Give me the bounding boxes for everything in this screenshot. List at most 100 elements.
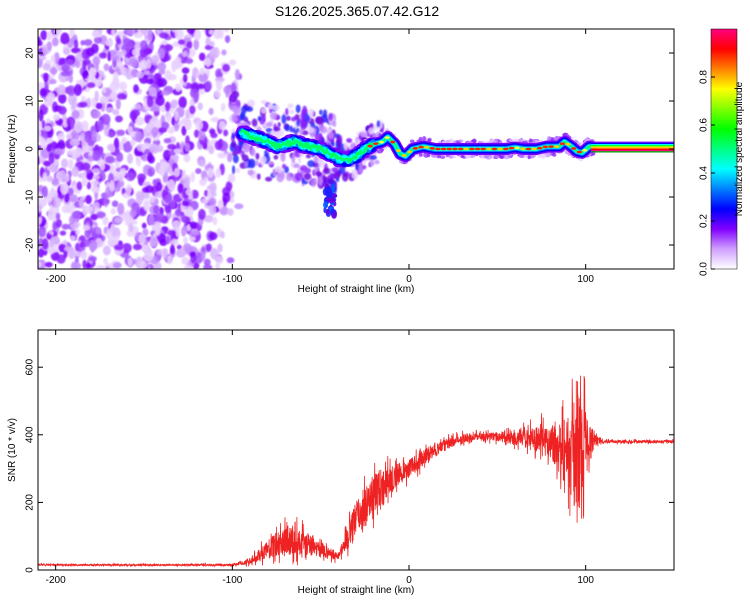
spectrogram-cell [133,32,144,39]
spectrogram-cell [71,98,77,111]
spectrogram-cell [92,174,101,180]
snr-x-axis: -200 -100 0 100 [46,330,594,586]
spectrogram-cell [200,197,210,204]
spectrogram-cell [229,190,235,199]
spectrogram-cell [294,114,300,121]
spectrogram-cell [182,51,188,58]
spectrogram-cell [46,31,52,41]
spectrogram-cell [173,167,181,178]
spectrogram-peak [582,148,588,152]
spectrogram-cell [337,143,342,152]
spectrogram-cell [219,231,225,239]
spectrogram-cell [186,223,191,232]
spectrogram-peak [514,146,520,150]
spectrogram-cell [48,152,55,165]
spectrogram-cell [291,127,300,134]
spectrogram-cell [148,214,155,226]
spectrogram-cell [69,138,80,147]
spectrogram-cell [326,208,330,215]
spectrogram-cell [147,29,153,42]
spectrogram-cell [38,191,43,201]
spectrogram-cell [143,192,150,200]
spectrogram-cell [117,93,127,100]
spectrogram-cell [61,176,71,183]
spectrogram-peak [537,146,543,150]
spectrogram-tail-band [590,141,674,143]
spectrogram-cell [143,69,150,76]
spectrogram-cell [81,120,89,132]
spectrogram-cell [273,154,279,160]
spectrogram-cell [118,81,128,91]
spectrogram-x-tick-label: 0 [406,274,412,285]
spectrogram-cell [195,168,202,175]
spectrogram-peak [508,146,515,150]
spectrogram-peak [378,140,385,144]
spectrogram-cell [38,36,41,45]
spectrogram-cell [95,227,102,235]
spectrogram-peak [503,147,509,151]
spectrogram-cell [269,112,278,120]
spectrogram-cell [155,95,165,107]
spectrogram-cell [183,236,188,245]
spectrogram-cell [222,63,231,72]
spectrogram-peak [384,136,390,140]
spectrogram-cell [234,203,244,210]
spectrogram-cell [250,147,256,157]
spectrogram-cell [73,84,82,96]
spectrogram-cell [172,41,180,48]
spectrogram-x-axis: -200 -100 0 100 [46,29,594,285]
spectrogram-cell [101,113,111,126]
spectrogram-cell [90,179,100,186]
spectrogram-cell [189,99,195,107]
spectrogram-tail-band [590,146,674,148]
spectrogram-peak [542,145,548,149]
spectrogram-cell [183,153,191,163]
spectrogram-cell [215,168,222,178]
spectrogram-cell [154,191,165,198]
spectrogram-cell [300,165,308,171]
spectrogram-peak [435,147,441,151]
spectrogram-cell [190,221,197,229]
spectrogram-peak [424,145,430,149]
colorbar-ticks: 0.0 0.2 0.4 0.6 0.8 [699,70,715,276]
spectrogram-cell [71,110,80,119]
spectrogram-cell [135,155,140,163]
spectrogram-cell [105,266,110,269]
snr-x-tick-label: -100 [222,575,242,586]
spectrogram-cell [48,164,58,173]
spectrogram-cell [418,136,423,142]
spectrogram-cell [332,167,339,173]
spectrogram-cell [117,60,124,70]
spectrogram-cell [102,216,109,226]
spectrogram-cell [41,120,46,130]
spectrogram-cell [229,197,235,204]
spectrogram-y-tick-label: 10 [25,95,36,107]
spectrogram-cell [120,66,128,74]
spectrogram-cell [116,181,122,192]
spectrogram-cell [71,165,79,177]
spectrogram-cell [86,82,96,89]
spectrogram-cell [323,207,327,214]
spectrogram-cell [40,137,47,150]
spectrogram-cell [68,74,73,84]
spectrogram-peak [559,142,565,146]
spectrogram-cell [342,172,349,182]
spectrogram-cell [307,160,316,168]
spectrogram-peak [469,147,475,151]
spectrogram-cell [358,163,363,174]
spectrogram-cell [231,165,236,175]
spectrogram-cell [199,67,206,76]
spectrogram-cell [115,98,121,110]
snr-x-label: Height of straight line (km) [298,585,415,596]
spectrogram-cell [164,205,172,214]
spectrogram-cell [74,147,84,154]
spectrogram-cell [105,156,115,164]
spectrogram-cell [176,244,182,250]
spectrogram-peak [441,147,447,151]
spectrogram-cell [223,29,229,33]
spectrogram-cell [83,39,93,46]
spectrogram-cell [160,160,165,172]
spectrogram-cell [200,250,206,261]
spectrogram-cell [245,106,254,112]
figure-title: S126.2025.365.07.42.G12 [275,3,439,19]
